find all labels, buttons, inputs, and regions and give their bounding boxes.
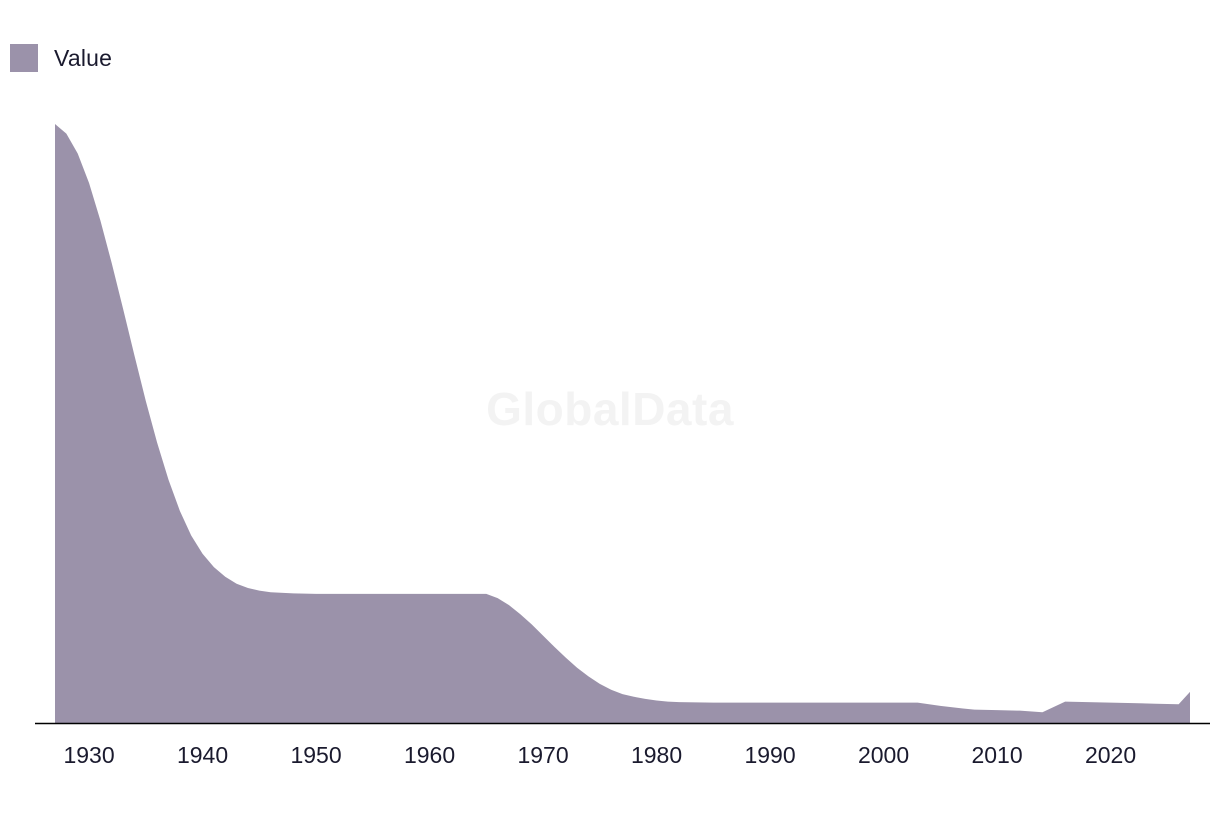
tick-layer: 1930 1940 1950 1960 1970 1980 1990 2000 2010 2020 [63, 742, 1136, 768]
legend: Value [10, 44, 112, 72]
x-tick-label: 1960 [404, 742, 455, 768]
series-layer [55, 124, 1190, 723]
x-tick-label: 1950 [290, 742, 341, 768]
x-tick-label: 1990 [744, 742, 795, 768]
x-tick-label: 1940 [177, 742, 228, 768]
x-tick-label: 2020 [1085, 742, 1136, 768]
area-series-0 [55, 124, 1190, 723]
legend-label: Value [54, 44, 113, 71]
x-tick-label: 1970 [517, 742, 568, 768]
x-tick-label: 2000 [858, 742, 909, 768]
legend-swatch [10, 44, 38, 72]
x-tick-label: 1980 [631, 742, 682, 768]
x-tick-label: 2010 [971, 742, 1022, 768]
x-tick-label: 1930 [63, 742, 114, 768]
